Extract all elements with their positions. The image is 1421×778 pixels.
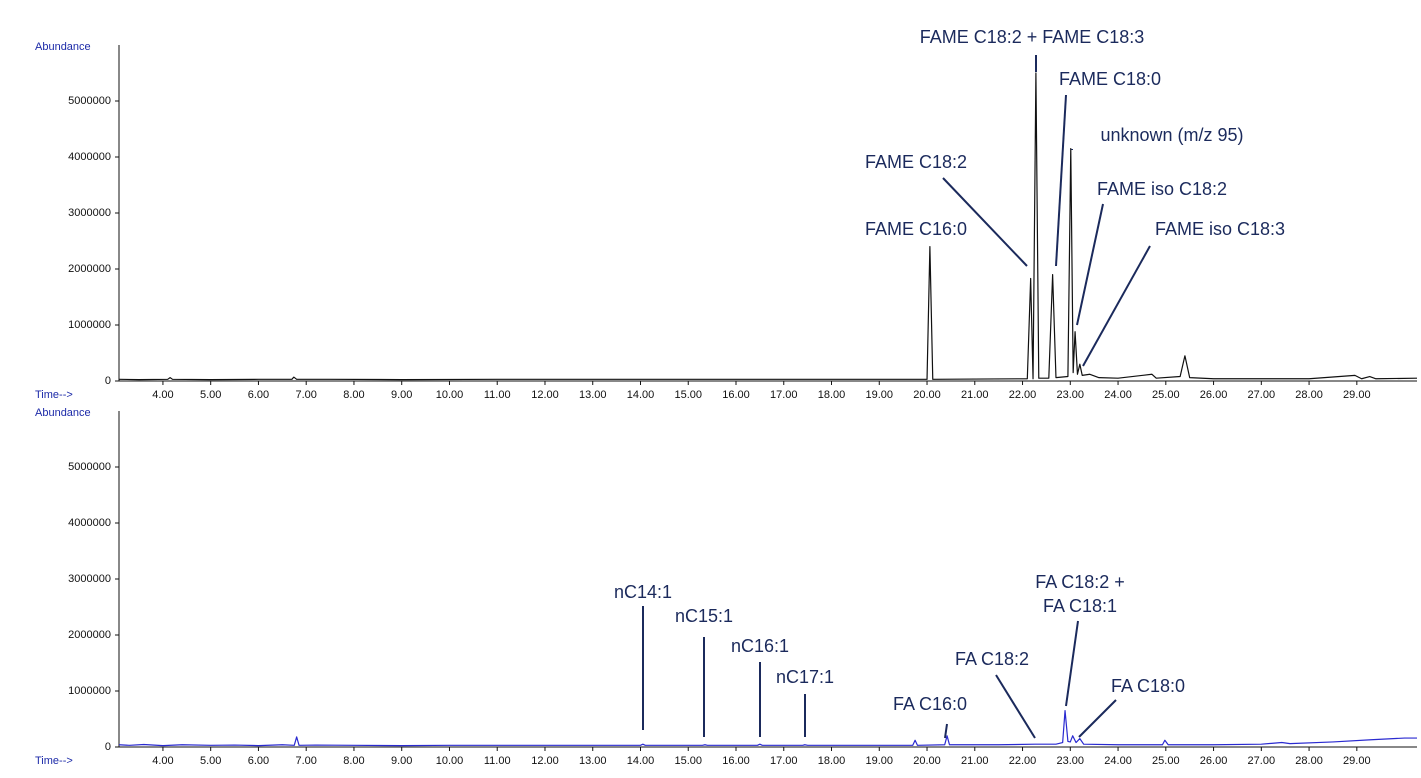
x-tick-label: 6.00 — [248, 755, 269, 767]
x-tick-label: 23.00 — [1057, 389, 1085, 401]
peak-annotation: FAME iso C18:3 — [1155, 219, 1285, 239]
x-tick-label: 16.00 — [722, 755, 750, 767]
x-tick-label: 7.00 — [295, 755, 316, 767]
x-tick-label: 15.00 — [674, 755, 702, 767]
x-tick-label: 13.00 — [579, 755, 607, 767]
x-tick-label: 4.00 — [152, 755, 173, 767]
peak-annotation: FA C18:1 — [1043, 596, 1117, 616]
peak-annotation: FA C18:0 — [1111, 676, 1185, 696]
x-tick-label: 14.00 — [627, 755, 655, 767]
x-tick-label: 12.00 — [531, 755, 559, 767]
x-tick-label: 22.00 — [1009, 755, 1037, 767]
x-tick-label: 6.00 — [248, 389, 269, 401]
y-tick-label: 0 — [105, 375, 111, 387]
x-tick-label: 10.00 — [436, 755, 464, 767]
peak-annotation: FAME iso C18:2 — [1097, 179, 1227, 199]
peak-annotation: FAME C16:0 — [865, 219, 967, 239]
x-tick-label: 16.00 — [722, 389, 750, 401]
annotation-leader — [942, 177, 1028, 267]
x-tick-label: 28.00 — [1295, 755, 1323, 767]
x-tick-label: 11.00 — [484, 755, 511, 767]
y-tick-label: 5000000 — [68, 95, 111, 107]
x-tick-label: 28.00 — [1295, 389, 1323, 401]
x-tick-label: 17.00 — [770, 389, 798, 401]
peak-annotation: FA C16:0 — [893, 694, 967, 714]
x-tick-label: 27.00 — [1248, 389, 1276, 401]
x-tick-label: 11.00 — [484, 389, 511, 401]
x-tick-label: 19.00 — [866, 755, 894, 767]
x-tick-label: 19.00 — [866, 389, 894, 401]
x-tick-label: 20.00 — [913, 389, 941, 401]
annotation-leader — [944, 723, 948, 739]
x-tick-label: 17.00 — [770, 755, 798, 767]
y-tick-label: 2000000 — [68, 263, 111, 275]
x-tick-label: 21.00 — [961, 755, 989, 767]
x-axis-label: Time--> — [35, 755, 73, 767]
x-tick-label: 18.00 — [818, 755, 846, 767]
peak-annotation: nC16:1 — [731, 636, 789, 656]
x-tick-label: 18.00 — [818, 389, 846, 401]
y-tick-label: 5000000 — [68, 461, 111, 473]
x-tick-label: 20.00 — [913, 755, 941, 767]
x-tick-label: 4.00 — [152, 389, 173, 401]
x-tick-label: 23.00 — [1057, 755, 1085, 767]
y-tick-label: 1000000 — [68, 319, 111, 331]
x-tick-label: 9.00 — [391, 755, 412, 767]
y-axis-label: Abundance — [35, 41, 91, 53]
x-tick-label: 21.00 — [961, 389, 989, 401]
annotation-leader — [1065, 620, 1079, 707]
x-tick-label: 22.00 — [1009, 389, 1037, 401]
x-tick-label: 14.00 — [627, 389, 655, 401]
peak-annotation: unknown (m/z 95) — [1100, 125, 1243, 145]
trace — [118, 710, 1417, 747]
y-tick-label: 4000000 — [68, 517, 111, 529]
x-tick-label: 10.00 — [436, 389, 464, 401]
y-tick-label: 4000000 — [68, 151, 111, 163]
annotation-leader — [1078, 699, 1117, 738]
y-tick-label: 3000000 — [68, 207, 111, 219]
peak-annotation: nC15:1 — [675, 606, 733, 626]
x-axis-label: Time--> — [35, 389, 73, 401]
x-tick-label: 26.00 — [1200, 755, 1228, 767]
trace — [118, 72, 1418, 381]
annotation-leader — [1076, 203, 1104, 326]
y-axis-label: Abundance — [35, 407, 91, 419]
peak-annotation: FAME C18:0 — [1059, 69, 1161, 89]
peak-annotation: nC17:1 — [776, 667, 834, 687]
x-tick-label: 25.00 — [1152, 389, 1180, 401]
peak-annotation: nC14:1 — [614, 582, 672, 602]
x-tick-label: 15.00 — [674, 389, 702, 401]
x-tick-label: 8.00 — [343, 755, 364, 767]
x-tick-label: 25.00 — [1152, 755, 1180, 767]
annotation-leader — [1082, 245, 1151, 367]
x-tick-label: 5.00 — [200, 389, 221, 401]
peak-annotation: FAME C18:2 + FAME C18:3 — [920, 27, 1145, 47]
y-tick-label: 3000000 — [68, 573, 111, 585]
y-tick-label: 2000000 — [68, 629, 111, 641]
y-tick-label: 0 — [105, 741, 111, 753]
x-tick-label: 13.00 — [579, 389, 607, 401]
annotation-leader — [1055, 94, 1067, 267]
x-tick-label: 29.00 — [1343, 755, 1371, 767]
x-tick-label: 7.00 — [295, 389, 316, 401]
peak-annotation: FA C18:2 — [955, 649, 1029, 669]
x-tick-label: 9.00 — [391, 389, 412, 401]
peak-annotation: FAME C18:2 — [865, 152, 967, 172]
x-tick-label: 12.00 — [531, 389, 559, 401]
x-tick-label: 8.00 — [343, 389, 364, 401]
x-tick-label: 27.00 — [1248, 755, 1276, 767]
x-tick-label: 29.00 — [1343, 389, 1371, 401]
x-tick-label: 24.00 — [1104, 389, 1132, 401]
x-tick-label: 24.00 — [1104, 755, 1132, 767]
annotation-leader — [995, 674, 1036, 739]
y-tick-label: 1000000 — [68, 685, 111, 697]
x-tick-label: 26.00 — [1200, 389, 1228, 401]
x-tick-label: 5.00 — [200, 755, 221, 767]
peak-annotation: FA C18:2 + — [1035, 572, 1125, 592]
